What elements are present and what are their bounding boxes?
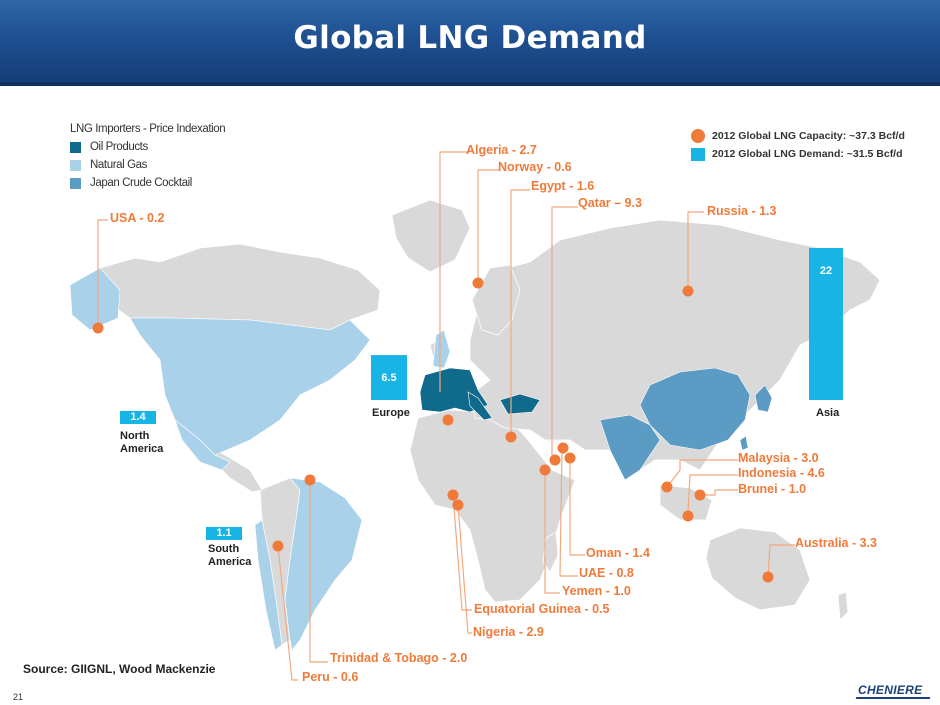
label-indonesia: Indonesia - 4.6: [738, 466, 825, 480]
label-russia: Russia - 1.3: [707, 204, 777, 218]
demand-square-icon: [691, 147, 705, 161]
leader-lines: [97, 151, 795, 681]
italy: [467, 391, 493, 421]
legend-swatch-oil: [70, 141, 81, 153]
malaysia-dot: [661, 481, 673, 493]
uae-dot: [557, 442, 569, 454]
banner-bottom-edge: [0, 82, 940, 86]
legend-item-jcc: Japan Crude Cocktail: [70, 175, 225, 191]
new-zealand: [837, 591, 849, 621]
title-banner: Global LNG Demand: [0, 0, 940, 86]
label-algeria: Algeria - 2.7: [466, 143, 537, 157]
usa-canada: [129, 317, 371, 456]
legend-label: Japan Crude Cocktail: [90, 177, 192, 189]
label-eq-guinea: Equatorial Guinea - 0.5: [474, 602, 610, 616]
norway-dot: [472, 277, 484, 289]
label-malaysia: Malaysia - 3.0: [738, 451, 819, 465]
australia: [705, 527, 811, 611]
north-america-north: [99, 243, 381, 331]
label-yemen: Yemen - 1.0: [562, 584, 631, 598]
region-north-america: North America: [120, 430, 164, 455]
region-south-america: South America: [208, 543, 252, 568]
cheniere-logo: CHENIERE: [855, 680, 932, 700]
mexico: [174, 419, 231, 471]
demand-bar-europe: [371, 355, 407, 400]
india: [599, 414, 661, 481]
label-trinidad: Trinidad & Tobago - 2.0: [330, 651, 468, 665]
madagascar: [542, 531, 559, 573]
greenland: [391, 199, 471, 273]
indonesia-dot: [682, 510, 694, 522]
key-demand: 2012 Global LNG Demand: ~31.5 Bcf/d: [691, 145, 905, 163]
key-capacity: 2012 Global LNG Capacity: ~37.3 Bcf/d: [691, 127, 905, 145]
legend-label: Oil Products: [90, 141, 148, 153]
logo-underline: [855, 697, 931, 699]
legend-item-gas: Natural Gas: [70, 157, 225, 173]
usa-dot: [92, 322, 104, 334]
bar-value-south-america: 1.1: [216, 527, 232, 539]
peru-dot: [272, 540, 284, 552]
algeria-dot: [442, 414, 454, 426]
china: [639, 367, 751, 451]
label-australia: Australia - 3.3: [795, 536, 877, 550]
label-nigeria: Nigeria - 2.9: [473, 625, 544, 639]
legend-title: LNG Importers - Price Indexation: [70, 123, 226, 135]
japan-korea: [754, 384, 773, 413]
trinidad-dot: [304, 474, 316, 486]
capacity-dot-icon: [691, 129, 705, 143]
alaska: [69, 267, 121, 331]
south-america: [284, 477, 363, 651]
demand-bar-south-america: [206, 527, 242, 540]
key-capacity-label: 2012 Global LNG Capacity: ~37.3 Bcf/d: [712, 130, 905, 142]
uk: [432, 329, 451, 369]
scandinavia: [471, 264, 521, 336]
bar-value-asia: 22: [819, 265, 833, 277]
turkey: [499, 393, 541, 415]
brunei-dot: [694, 489, 706, 501]
legend-label: Natural Gas: [90, 159, 147, 171]
key-demand-label: 2012 Global LNG Demand: ~31.5 Bcf/d: [712, 148, 903, 160]
region-asia: Asia: [816, 407, 840, 419]
eq-guinea-dot: [447, 489, 459, 501]
demand-bars: [120, 248, 843, 540]
legend-swatch-jcc: [70, 177, 81, 189]
label-uae: UAE - 0.8: [579, 566, 634, 580]
logo-text: CHENIERE: [858, 683, 923, 697]
chile-peru: [254, 519, 283, 651]
label-brunei: Brunei - 1.0: [738, 482, 807, 496]
legend-swatch-gas: [70, 159, 81, 171]
demand-bar-asia: [809, 248, 843, 400]
egypt-dot: [505, 431, 517, 443]
oman-dot: [564, 452, 576, 464]
nigeria-dot: [452, 499, 464, 511]
legend-item-oil: Oil Products: [70, 139, 225, 155]
page-title: Global LNG Demand: [293, 20, 647, 56]
russia-dot: [682, 285, 694, 297]
yemen-dot: [539, 464, 551, 476]
taiwan: [739, 435, 749, 451]
australia-dot: [762, 571, 774, 583]
label-qatar: Qatar – 9.3: [578, 196, 642, 210]
source-note: Source: GIIGNL, Wood Mackenzie: [23, 662, 216, 676]
label-peru: Peru - 0.6: [302, 670, 359, 684]
bar-value-europe: 6.5: [381, 372, 397, 385]
page-number: 21: [13, 692, 24, 702]
label-oman: Oman - 1.4: [586, 546, 650, 560]
demand-bar-north-america: [120, 411, 156, 424]
bar-value-north-america: 1.4: [130, 411, 146, 423]
exporter-dots: [92, 277, 774, 583]
label-usa: USA - 0.2: [110, 211, 165, 225]
region-europe: Europe: [372, 407, 410, 419]
label-norway: Norway - 0.6: [498, 160, 572, 174]
capacity-demand-key: 2012 Global LNG Capacity: ~37.3 Bcf/d 20…: [691, 127, 905, 163]
label-egypt: Egypt - 1.6: [531, 179, 595, 193]
indexation-legend: LNG Importers - Price Indexation Oil Pro…: [70, 123, 226, 193]
qatar-dot: [549, 454, 561, 466]
